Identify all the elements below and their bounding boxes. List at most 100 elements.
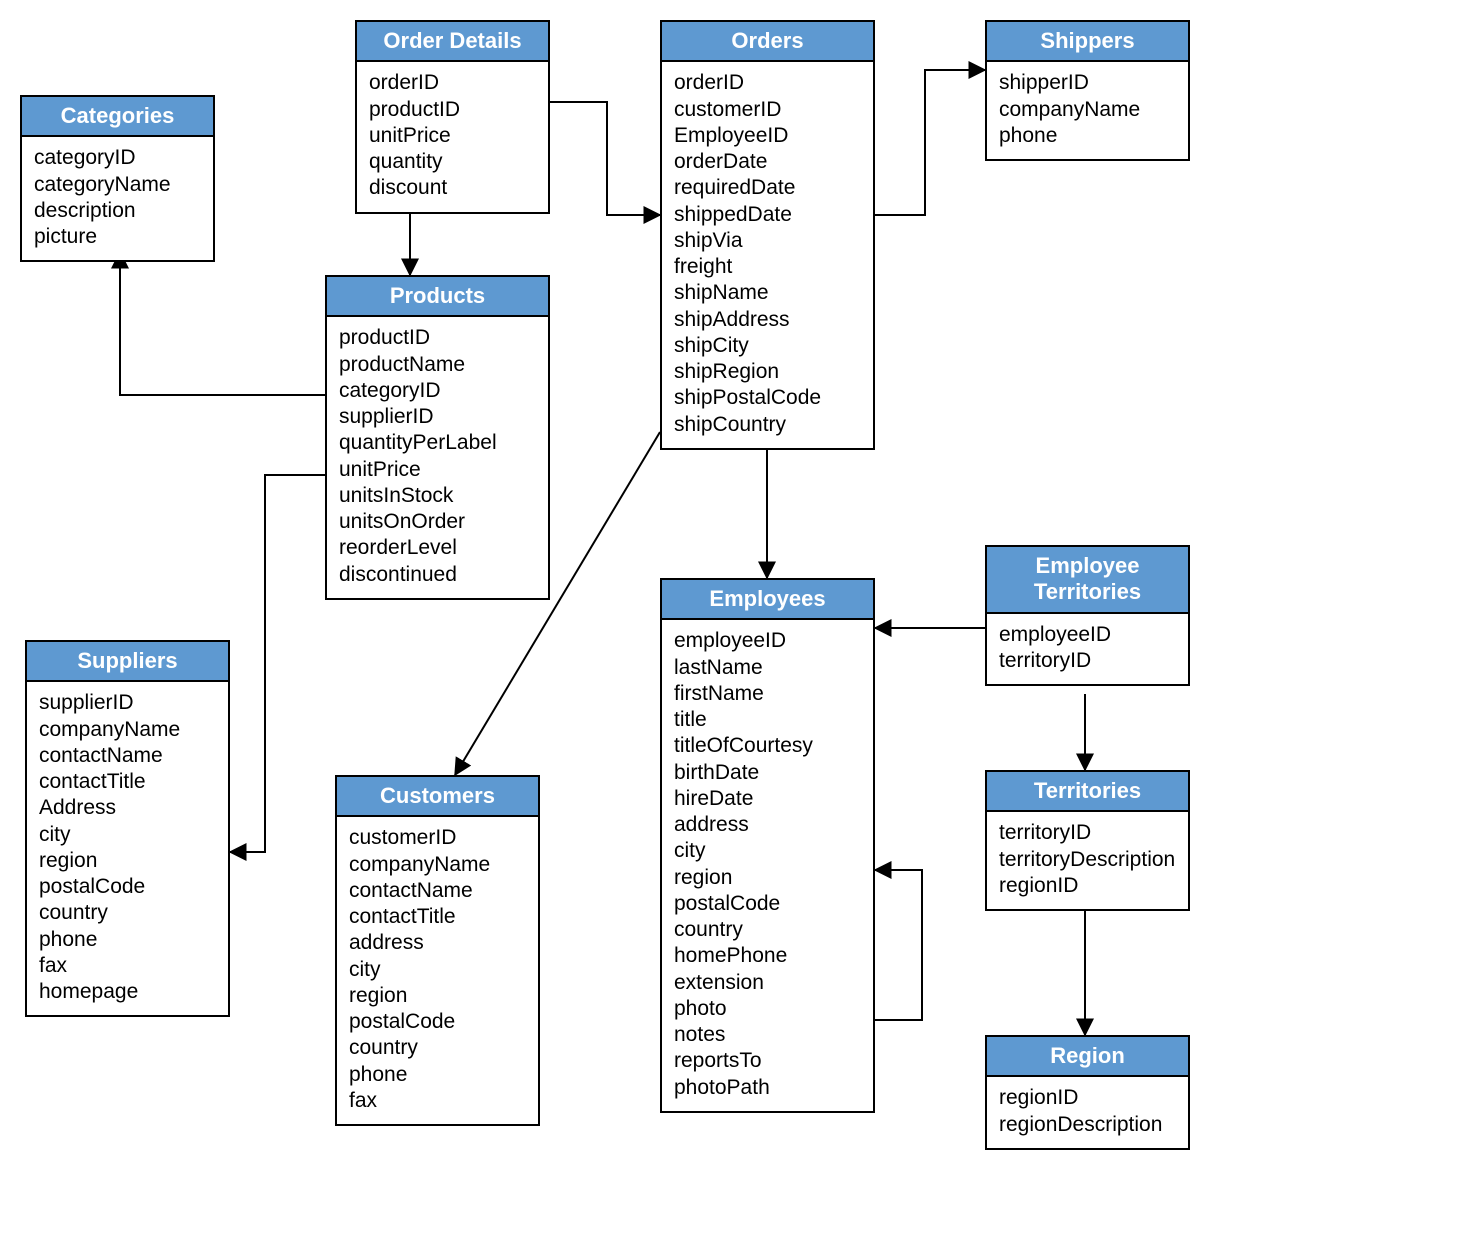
entity-field: contactName: [349, 878, 526, 904]
entity-field: quantity: [369, 149, 536, 175]
entity-title: Products: [327, 277, 548, 317]
entity-field: homepage: [39, 979, 216, 1005]
entity-field: companyName: [39, 717, 216, 743]
entity-field: description: [34, 198, 201, 224]
entity-field: photo: [674, 996, 861, 1022]
entity-title: Employees: [662, 580, 873, 620]
entity-field: shipRegion: [674, 359, 861, 385]
entity-title: Categories: [22, 97, 213, 137]
entity-title: Orders: [662, 22, 873, 62]
entity-field: territoryID: [999, 820, 1176, 846]
entity-field: postalCode: [674, 891, 861, 917]
entity-field: title: [674, 707, 861, 733]
entity-field: address: [349, 930, 526, 956]
entity-shippers: Shippers shipperIDcompanyNamephone: [985, 20, 1190, 161]
entity-field: extension: [674, 970, 861, 996]
entity-field: photoPath: [674, 1075, 861, 1101]
entity-fields: territoryIDterritoryDescriptionregionID: [987, 812, 1188, 909]
entity-fields: regionIDregionDescription: [987, 1077, 1188, 1148]
entity-field: shipName: [674, 280, 861, 306]
entity-fields: shipperIDcompanyNamephone: [987, 62, 1188, 159]
entity-field: customerID: [349, 825, 526, 851]
entity-employees: Employees employeeIDlastNamefirstNametit…: [660, 578, 875, 1113]
entity-field: picture: [34, 224, 201, 250]
entity-field: regionID: [999, 1085, 1176, 1111]
entity-field: discount: [369, 175, 536, 201]
entity-field: shipCountry: [674, 412, 861, 438]
entity-field: categoryID: [34, 145, 201, 171]
entity-field: address: [674, 812, 861, 838]
entity-field: contactTitle: [39, 769, 216, 795]
entity-field: postalCode: [349, 1009, 526, 1035]
er-diagram-canvas: Categories categoryIDcategoryNamedescrip…: [0, 0, 1477, 1235]
entity-field: reorderLevel: [339, 535, 536, 561]
entity-field: region: [674, 865, 861, 891]
entity-field: requiredDate: [674, 175, 861, 201]
edge-products-suppliers: [230, 475, 325, 852]
entity-orders: Orders orderIDcustomerIDEmployeeIDorderD…: [660, 20, 875, 450]
entity-employee-territories: Employee Territories employeeIDterritory…: [985, 545, 1190, 686]
entity-field: unitPrice: [369, 123, 536, 149]
entity-field: shipCity: [674, 333, 861, 359]
entity-field: companyName: [349, 852, 526, 878]
entity-field: unitsInStock: [339, 483, 536, 509]
edge-employees-self: [875, 870, 922, 1020]
entity-field: productID: [369, 97, 536, 123]
entity-field: lastName: [674, 655, 861, 681]
entity-field: categoryName: [34, 172, 201, 198]
entity-title: Customers: [337, 777, 538, 817]
entity-field: region: [349, 983, 526, 1009]
entity-field: employeeID: [999, 622, 1176, 648]
entity-field: notes: [674, 1022, 861, 1048]
entity-field: orderDate: [674, 149, 861, 175]
entity-field: employeeID: [674, 628, 861, 654]
entity-field: productName: [339, 352, 536, 378]
entity-field: customerID: [674, 97, 861, 123]
entity-field: unitPrice: [339, 457, 536, 483]
entity-fields: employeeIDterritoryID: [987, 614, 1188, 685]
entity-field: shipPostalCode: [674, 385, 861, 411]
entity-field: postalCode: [39, 874, 216, 900]
entity-title: Employee Territories: [987, 547, 1188, 614]
entity-title: Shippers: [987, 22, 1188, 62]
entity-field: country: [349, 1035, 526, 1061]
entity-field: orderID: [369, 70, 536, 96]
entity-title: Order Details: [357, 22, 548, 62]
entity-title: Region: [987, 1037, 1188, 1077]
edge-orders-shippers: [875, 70, 985, 215]
entity-field: territoryID: [999, 648, 1176, 674]
entity-field: country: [39, 900, 216, 926]
entity-field: shippedDate: [674, 202, 861, 228]
entity-field: phone: [349, 1062, 526, 1088]
edge-orderDetails-orders: [550, 102, 660, 215]
entity-field: city: [349, 957, 526, 983]
entity-field: phone: [39, 927, 216, 953]
entity-field: quantityPerLabel: [339, 430, 536, 456]
entity-field: supplierID: [39, 690, 216, 716]
entity-field: shipAddress: [674, 307, 861, 333]
entity-field: shipVia: [674, 228, 861, 254]
entity-field: country: [674, 917, 861, 943]
entity-field: fax: [39, 953, 216, 979]
entity-field: supplierID: [339, 404, 536, 430]
entity-field: region: [39, 848, 216, 874]
entity-field: discontinued: [339, 562, 536, 588]
entity-field: regionID: [999, 873, 1176, 899]
entity-suppliers: Suppliers supplierIDcompanyNamecontactNa…: [25, 640, 230, 1017]
entity-field: regionDescription: [999, 1112, 1176, 1138]
entity-field: orderID: [674, 70, 861, 96]
edge-products-categories: [120, 252, 325, 395]
entity-categories: Categories categoryIDcategoryNamedescrip…: [20, 95, 215, 262]
entity-field: contactTitle: [349, 904, 526, 930]
entity-fields: supplierIDcompanyNamecontactNamecontactT…: [27, 682, 228, 1015]
entity-field: categoryID: [339, 378, 536, 404]
entity-field: birthDate: [674, 760, 861, 786]
entity-field: reportsTo: [674, 1048, 861, 1074]
entity-region: Region regionIDregionDescription: [985, 1035, 1190, 1150]
entity-order-details: Order Details orderIDproductIDunitPriceq…: [355, 20, 550, 214]
entity-fields: productIDproductNamecategoryIDsupplierID…: [327, 317, 548, 598]
entity-field: homePhone: [674, 943, 861, 969]
entity-customers: Customers customerIDcompanyNamecontactNa…: [335, 775, 540, 1126]
entity-fields: employeeIDlastNamefirstNametitletitleOfC…: [662, 620, 873, 1111]
entity-field: territoryDescription: [999, 847, 1176, 873]
